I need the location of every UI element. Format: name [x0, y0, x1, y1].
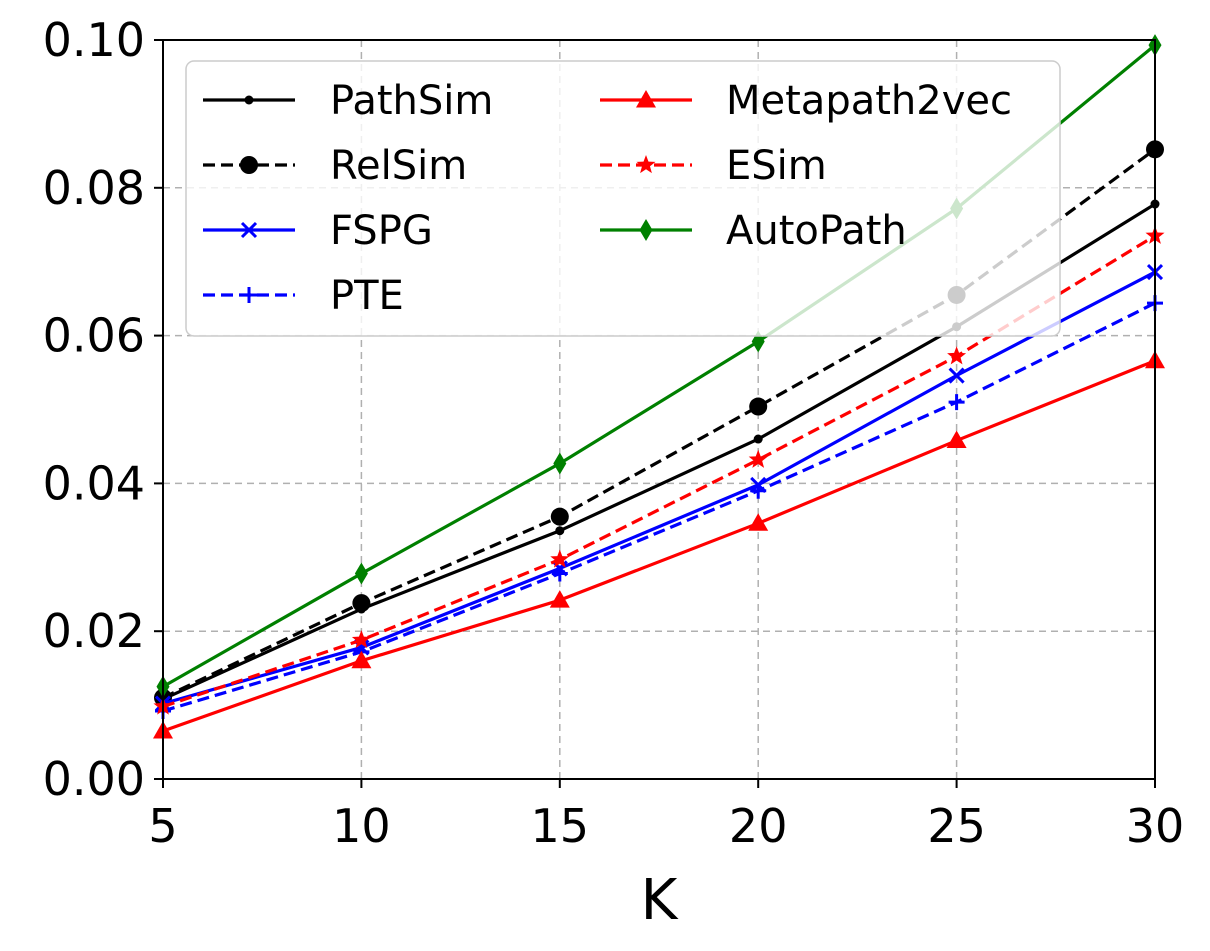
- legend-label-metapath2vec: Metapath2vec: [726, 78, 1012, 124]
- series-pte: [155, 295, 1163, 720]
- data-point-pathsim: [555, 526, 565, 536]
- legend-entry-fspg: FSPG: [203, 208, 433, 254]
- axes: 5 10 15 20 25 30 0.00 0.02 0.04 0.06 0.08 0.10: [43, 13, 1185, 853]
- x-axis-title: K: [641, 868, 679, 933]
- x-tick-label: 25: [927, 799, 986, 853]
- legend-marker-fspg: [240, 221, 258, 239]
- legend-marker-metapath2vec: [636, 90, 656, 108]
- legend-label-autopath: AutoPath: [726, 208, 907, 254]
- data-point-esim: [550, 549, 570, 568]
- y-tick-label: 0.00: [43, 752, 145, 806]
- y-tick-label: 0.08: [43, 161, 145, 215]
- legend-entry-metapath2vec: Metapath2vec: [600, 78, 1012, 124]
- legend-label-relsim: RelSim: [330, 143, 467, 189]
- data-point-esim: [947, 346, 967, 365]
- legend-marker-autopath: [639, 219, 653, 241]
- series-line-fspg: [162, 270, 1156, 706]
- legend-marker-relsim: [240, 156, 258, 174]
- legend-marker-esim: [636, 155, 656, 174]
- series-line-metapath2vec: [162, 359, 1156, 733]
- data-point-metapath2vec: [748, 513, 769, 531]
- legend-entry-relsim: RelSim: [203, 143, 467, 189]
- data-point-autopath: [553, 452, 567, 475]
- legend: PathSim RelSim FSPG PTE Metapath2vec ESim Auto…: [185, 60, 1061, 337]
- series-line-relsim: [162, 148, 1156, 700]
- data-point-metapath2vec: [946, 430, 967, 449]
- plot-frame: [162, 39, 1156, 780]
- legend-marker-pte: [241, 287, 257, 303]
- x-tick-label: 20: [729, 799, 788, 853]
- data-point-esim: [748, 449, 768, 468]
- legend-entry-esim: ESim: [600, 143, 827, 189]
- data-point-relsim: [749, 397, 768, 416]
- y-tick-label: 0.02: [43, 604, 145, 658]
- legend-marker-pathsim: [244, 95, 254, 105]
- legend-label-fspg: FSPG: [330, 208, 433, 254]
- legend-entry-pte: PTE: [203, 273, 404, 319]
- data-point-pte: [551, 565, 568, 582]
- x-tick-label: 15: [531, 799, 590, 853]
- x-tick-label: 10: [332, 799, 391, 853]
- legend-entry-pathsim: PathSim: [203, 78, 493, 124]
- x-tick-label: 5: [148, 799, 177, 853]
- legend-box: [185, 60, 1061, 337]
- data-point-pathsim: [753, 434, 763, 444]
- legend-label-pathsim: PathSim: [330, 78, 493, 124]
- legend-label-esim: ESim: [726, 143, 827, 189]
- series-line-pte: [162, 301, 1156, 713]
- data-point-relsim: [550, 507, 569, 526]
- y-tick-label: 0.04: [43, 456, 145, 510]
- data-point-metapath2vec: [549, 590, 570, 608]
- data-point-pte: [750, 482, 767, 499]
- data-point-pte: [948, 394, 965, 411]
- series-metapath2vec: [153, 350, 1165, 739]
- legend-entry-autopath: AutoPath: [600, 208, 907, 254]
- data-point-metapath2vec: [351, 650, 372, 669]
- data-point-relsim: [352, 594, 371, 613]
- data-point-esim: [351, 630, 371, 649]
- y-tick-label: 0.10: [43, 13, 145, 67]
- x-tick-label: 30: [1126, 799, 1185, 853]
- data-point-autopath: [354, 562, 368, 585]
- legend-label-pte: PTE: [330, 273, 404, 319]
- y-tick-label: 0.06: [43, 309, 145, 363]
- data-point-fspg: [948, 367, 965, 384]
